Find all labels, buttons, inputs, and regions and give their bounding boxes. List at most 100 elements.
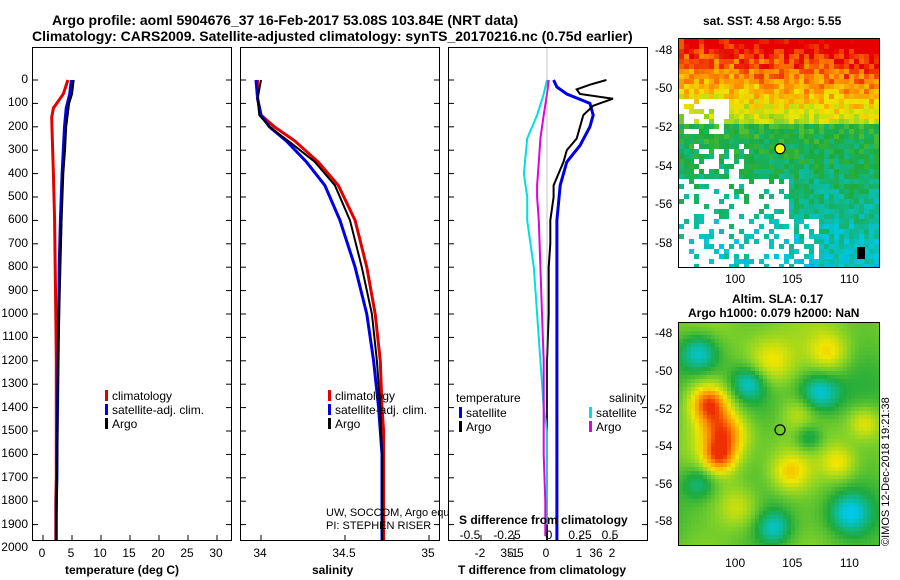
sla-cell [727,371,731,375]
sst-cell [799,159,804,164]
sla-cell [707,435,711,439]
sst-cell [809,189,814,194]
sla-cell [715,531,719,535]
sla-cell [803,463,807,467]
sla-cell [859,471,863,475]
sla-cell [875,471,879,475]
sla-cell [863,511,867,515]
sla-cell [799,335,803,339]
sst-cell [699,234,704,239]
sla-cell [819,491,823,495]
sla-cell [855,347,859,351]
sla-cell [735,347,739,351]
sla-cell [703,507,707,511]
sst-cell [809,74,814,79]
sla-cell [711,415,715,419]
sst-cell [694,219,699,224]
sla-cell [687,327,691,331]
sst-cell [824,124,829,129]
sla-cell [795,415,799,419]
sla-cell [679,511,683,515]
sla-cell [863,351,867,355]
sla-cell [723,407,727,411]
sst-cell [869,124,874,129]
sla-cell [775,479,779,483]
legend-swatch-cyan [589,407,592,418]
sla-cell [795,431,799,435]
sst-cell [784,104,789,109]
sla-cell [819,363,823,367]
sla-cell [759,435,763,439]
sla-cell [851,535,855,539]
sst-cell [749,234,754,239]
sst-cell [799,204,804,209]
sla-cell [759,451,763,455]
sla-cell [691,543,695,545]
sst-cell [764,144,769,149]
sla-cell [787,467,791,471]
sla-cell [875,443,879,447]
sla-cell [683,539,687,543]
sla-cell [735,411,739,415]
sst-cell [779,129,784,134]
sla-cell [791,431,795,435]
sla-cell [795,463,799,467]
legend-swatch-magenta [589,421,592,432]
sst-cell [804,214,809,219]
sst-cell [804,154,809,159]
sst-cell [679,59,684,64]
sla-cell [871,515,875,519]
sst-cell [804,264,809,267]
sla-cell [779,475,783,479]
sla-cell [711,507,715,511]
sst-cell [689,54,694,59]
sla-cell [779,503,783,507]
sla-cell [787,451,791,455]
sla-cell [703,395,707,399]
sla-cell [739,435,743,439]
sst-cell [869,179,874,184]
sst-cell [754,54,759,59]
sst-cell [834,159,839,164]
sla-cell [831,419,835,423]
sla-cell [811,443,815,447]
sst-cell [869,129,874,134]
sla-cell [727,423,731,427]
sla-cell [843,439,847,443]
argo-location-marker [774,424,786,436]
sla-cell [715,535,719,539]
sla-cell [747,403,751,407]
sla-cell [735,367,739,371]
sst-cell [784,39,789,44]
sla-cell [815,511,819,515]
sst-cell [829,84,834,89]
sla-cell [707,459,711,463]
sst-cell [704,39,709,44]
sla-cell [875,375,879,379]
sla-cell [763,491,767,495]
sla-cell [763,331,767,335]
sla-cell [823,531,827,535]
sla-cell [691,411,695,415]
sla-cell [807,355,811,359]
sst-cell [789,214,794,219]
sla-cell [875,511,879,515]
sla-cell [803,451,807,455]
sla-cell [847,331,851,335]
sla-cell [695,419,699,423]
sla-cell [755,439,759,443]
sla-cell [827,399,831,403]
sst-cell [794,214,799,219]
sla-cell [855,475,859,479]
sla-cell [691,467,695,471]
sla-cell [787,443,791,447]
sla-cell [847,419,851,423]
sla-cell [811,519,815,523]
sst-cell [809,244,814,249]
sla-cell [747,343,751,347]
sst-cell [714,69,719,74]
sst-cell [709,49,714,54]
sst-cell [844,229,849,234]
sst-cell [859,59,864,64]
sst-cell [694,109,699,114]
